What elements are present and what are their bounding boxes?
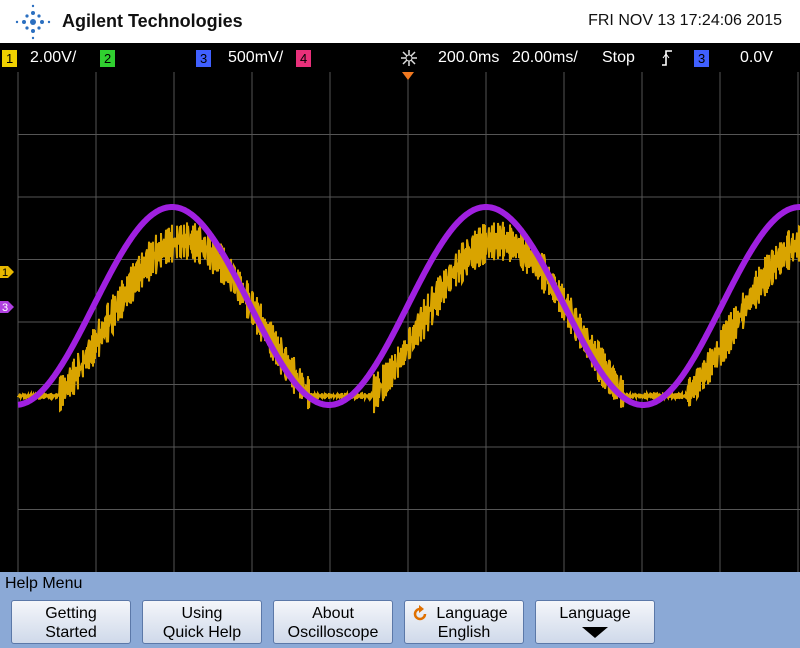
softkey[interactable]: Language xyxy=(535,600,655,644)
softkey[interactable]: Getting Started xyxy=(11,600,131,644)
down-arrow xyxy=(582,627,608,638)
brand: Agilent Technologies xyxy=(62,11,243,31)
softkey-label: About xyxy=(312,605,354,622)
softkey-label: English xyxy=(437,624,491,641)
menu-title: Help Menu xyxy=(5,575,83,592)
datetime: FRI NOV 13 17:24:06 2015 xyxy=(588,12,782,29)
cycle-icon xyxy=(413,605,427,621)
header: Agilent Technologies FRI NOV 13 17:24:06… xyxy=(0,0,800,43)
timebase: 20.00ms/ xyxy=(512,49,578,66)
softkey-label: Using xyxy=(181,605,223,622)
ch1-marker xyxy=(0,266,14,278)
logo xyxy=(15,4,51,40)
ch2-badge[interactable]: 2 xyxy=(100,50,116,67)
softkey-label: Oscilloscope xyxy=(287,624,379,641)
graticule xyxy=(17,72,800,572)
ch1-badge[interactable]: 1 xyxy=(2,50,18,67)
softkey-label: Quick Help xyxy=(162,624,242,641)
softkey-label: Started xyxy=(45,624,97,641)
ch1-marker-label: 1 xyxy=(2,267,8,279)
ch3-marker xyxy=(0,301,14,313)
softkey-label: Getting xyxy=(45,605,97,622)
ch3-scale: 500mV/ xyxy=(228,49,284,66)
trigger-source: 3 xyxy=(694,50,710,67)
ch1-trace xyxy=(17,221,800,414)
waveform-display: 1 3 xyxy=(0,72,800,572)
ch1-scale: 2.00V/ xyxy=(30,49,77,66)
ch4-badge[interactable]: 4 xyxy=(296,50,312,67)
softkey-label: Language xyxy=(559,605,631,622)
delay: 200.0ms xyxy=(438,49,500,66)
status-bar: 1 2.00V/ 2 3 500mV/ 4 200.0ms 20.00ms/ S… xyxy=(0,43,800,72)
ch3-trace xyxy=(17,204,800,408)
softkey[interactable]: Using Quick Help xyxy=(142,600,262,644)
trigger-edge xyxy=(662,50,672,66)
softkey[interactable]: Language English xyxy=(404,600,524,644)
run-state: Stop xyxy=(602,49,635,66)
ch3-badge[interactable]: 3 xyxy=(196,50,212,67)
delay-icon xyxy=(401,50,417,66)
softkey[interactable]: About Oscilloscope xyxy=(273,600,393,644)
trigger-marker xyxy=(402,72,414,80)
softkey-label: Language xyxy=(436,605,508,622)
trigger-level: 0.0V xyxy=(740,49,773,66)
ch3-marker-label: 3 xyxy=(2,302,8,314)
softkey-menu: Help Menu Getting Started Using Quick Help A… xyxy=(0,572,800,648)
